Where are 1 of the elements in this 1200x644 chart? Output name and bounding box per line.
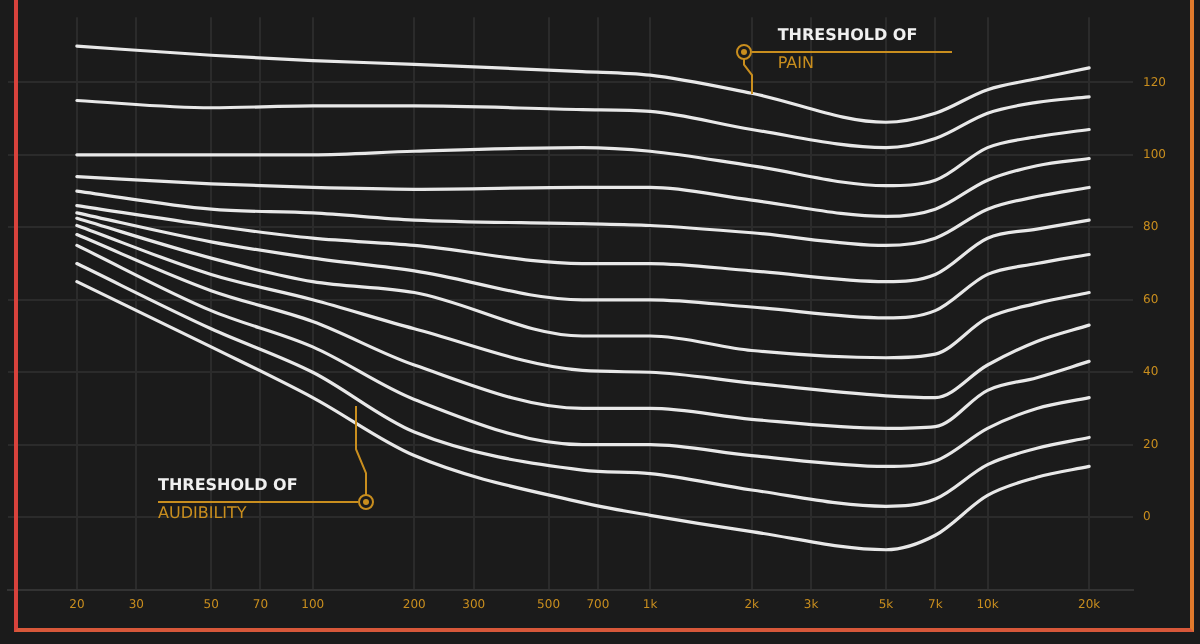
annotation: THRESHOLD OF PAIN <box>777 23 918 76</box>
